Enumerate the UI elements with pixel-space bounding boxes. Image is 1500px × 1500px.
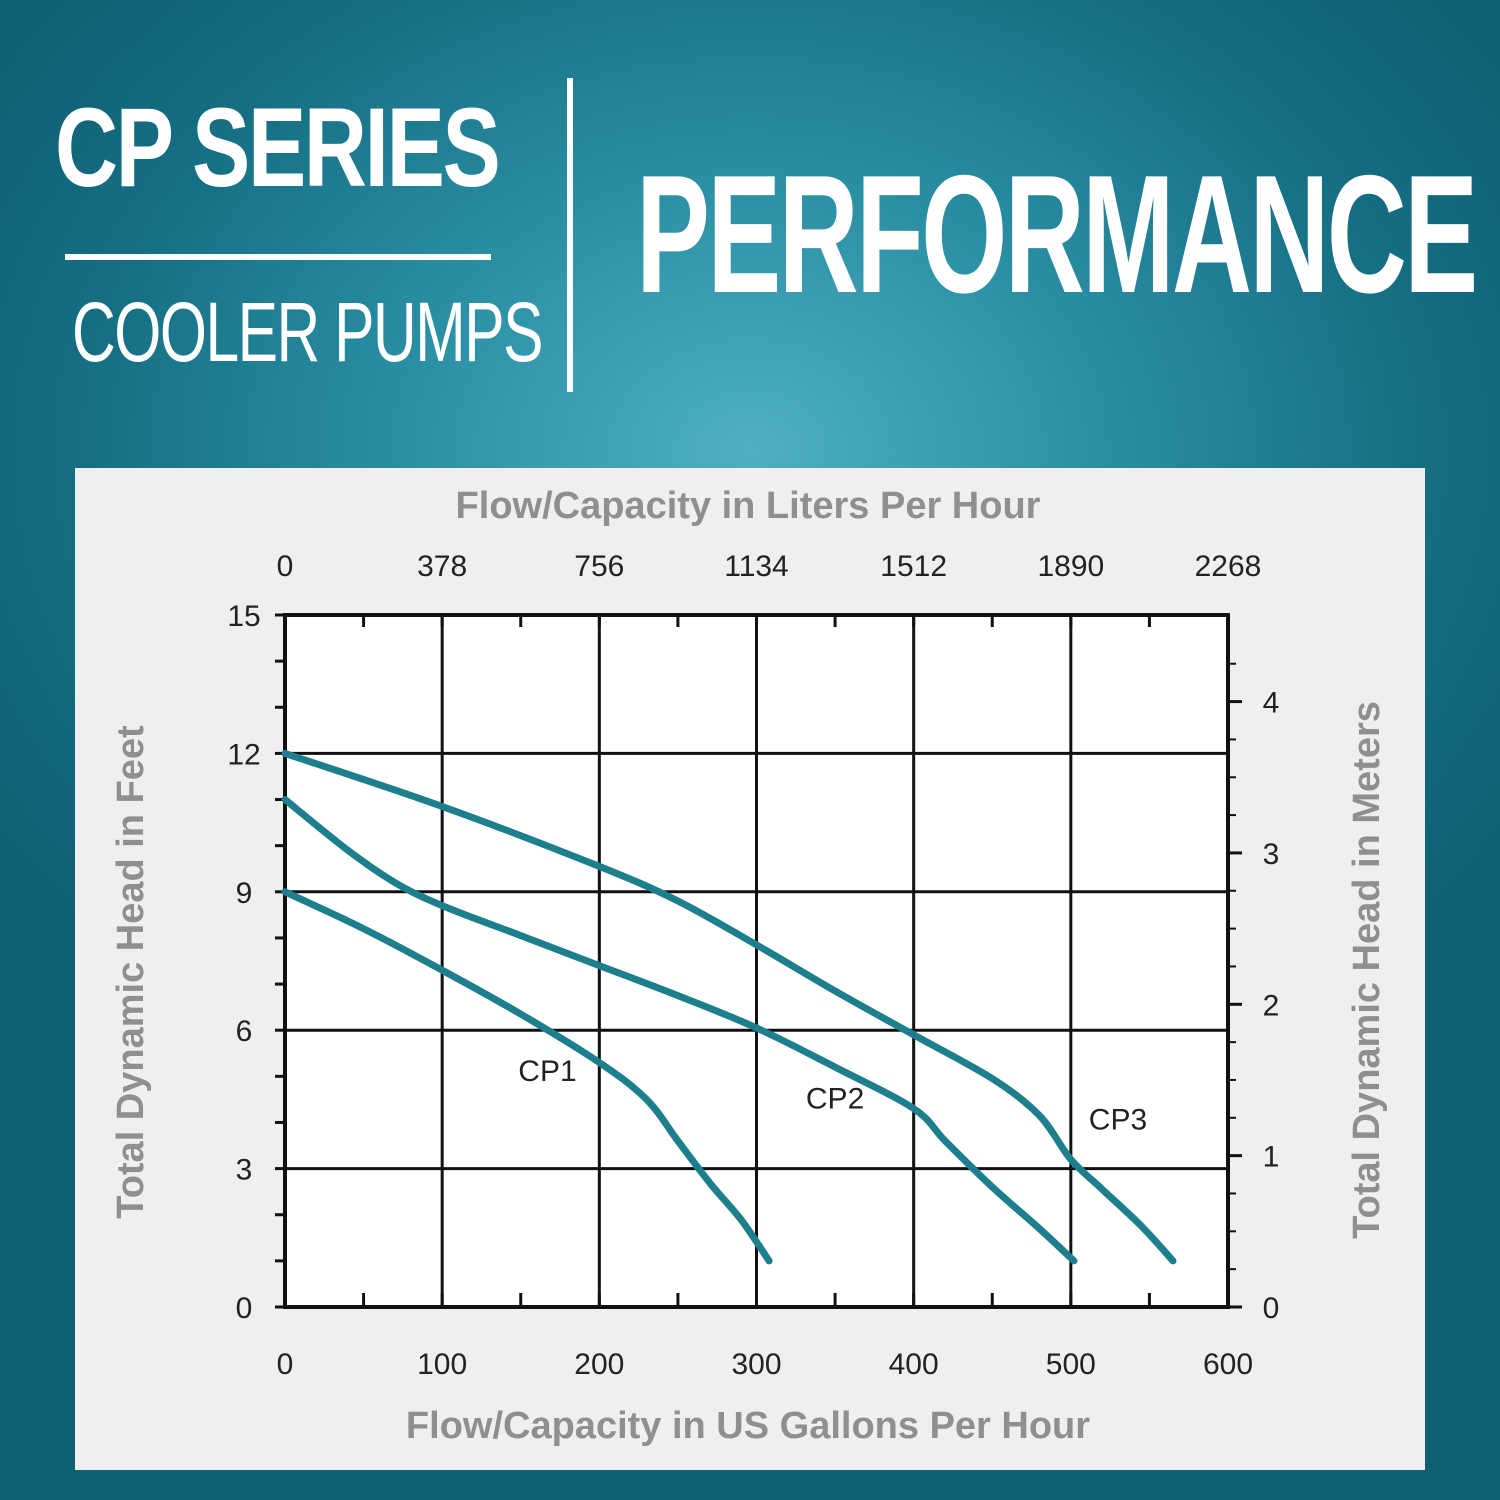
x-tick-label: 500 — [1046, 1348, 1096, 1381]
y-axis-title: Total Dynamic Head in Feet — [110, 725, 152, 1219]
curve-label-cp2: CP2 — [806, 1083, 864, 1116]
x-top-tick-label: 1512 — [880, 550, 947, 583]
x-axis-title: Flow/Capacity in US Gallons Per Hour — [406, 1405, 1090, 1447]
y-right-axis-title: Total Dynamic Head in Meters — [1346, 701, 1388, 1239]
y-tick-label: 15 — [227, 600, 260, 633]
x-tick-label: 200 — [574, 1348, 624, 1381]
y-tick-label: 9 — [236, 877, 253, 910]
x-tick-label: 0 — [277, 1348, 294, 1381]
x-tick-label: 300 — [731, 1348, 781, 1381]
x-top-tick-label: 1890 — [1037, 550, 1104, 583]
y-tick-label: 0 — [236, 1292, 253, 1325]
x-top-tick-label: 756 — [574, 550, 624, 583]
y-right-tick-label: 1 — [1263, 1141, 1280, 1174]
x-tick-label: 100 — [417, 1348, 467, 1381]
y-right-tick-label: 4 — [1263, 687, 1280, 720]
y-right-tick-label: 0 — [1263, 1292, 1280, 1325]
y-tick-label: 3 — [236, 1154, 253, 1187]
x-top-tick-label: 2268 — [1195, 550, 1262, 583]
y-right-tick-label: 2 — [1263, 989, 1280, 1022]
x-top-axis-title: Flow/Capacity in Liters Per Hour — [456, 485, 1041, 527]
x-top-tick-label: 378 — [417, 550, 467, 583]
y-right-tick-label: 3 — [1263, 838, 1280, 871]
x-tick-label: 400 — [889, 1348, 939, 1381]
x-top-tick-label: 0 — [277, 550, 294, 583]
curve-label-cp1: CP1 — [518, 1055, 576, 1088]
curve-label-cp3: CP3 — [1089, 1103, 1147, 1136]
y-tick-label: 6 — [236, 1015, 253, 1048]
x-top-tick-label: 1134 — [724, 550, 789, 583]
x-tick-label: 600 — [1203, 1348, 1253, 1381]
y-tick-label: 12 — [227, 738, 260, 771]
